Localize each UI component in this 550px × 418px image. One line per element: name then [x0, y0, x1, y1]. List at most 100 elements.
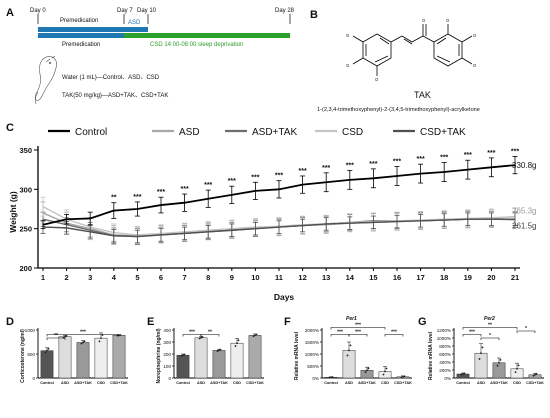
chart-g-data-point	[460, 373, 463, 376]
chart-f-category-label: ASD	[345, 381, 353, 385]
chart-d-data-point	[46, 349, 48, 352]
chart-c-significance-stars: ***	[369, 161, 377, 168]
panel-c-letter: C	[6, 122, 14, 134]
chart-c-end-label: 265.3g	[512, 207, 536, 216]
chart-e-bar-asd-tak	[212, 350, 226, 379]
methoxy-label-1: O	[346, 33, 350, 38]
chart-f-significance-bracket	[330, 327, 386, 330]
chart-d-data-point	[100, 337, 102, 340]
chart-g-data-point	[516, 367, 518, 370]
chart-c-xtick-label: 9	[230, 273, 234, 282]
chart-g-data-point	[534, 373, 536, 376]
chart-g-data-point	[532, 374, 535, 377]
chart-d-significance-bracket	[46, 337, 66, 340]
chart-c-xtick-label: 8	[206, 273, 210, 282]
methoxy-label-4: O	[446, 18, 450, 23]
chart-f-data-point	[346, 354, 349, 357]
chart-g-category-label: Control	[456, 381, 470, 385]
chart-c-legend-label: CSD+TAK	[420, 127, 466, 138]
chart-d-data-point	[80, 342, 83, 345]
chart-f-significance-label: ***	[337, 330, 343, 336]
chart-f-category-label: CSD+TAK	[394, 381, 412, 385]
chart-c-significance-stars: ***	[204, 182, 212, 189]
chart-c-legend-label: Control	[75, 127, 107, 138]
chart-c-significance-stars: ***	[417, 156, 425, 163]
chart-f-data-point	[403, 375, 406, 378]
chart-c-ytick-label: 200	[19, 264, 32, 273]
chart-c-xtick-label: 10	[251, 273, 259, 282]
chart-c-xlabel: Days	[274, 292, 295, 302]
chart-e-significance-bracket	[200, 334, 220, 337]
chart-f-data-point	[402, 375, 404, 378]
chart-c-ytick-label: 300	[19, 185, 32, 194]
methoxy-label-2: O	[346, 63, 350, 68]
chart-e-significance-label: **	[208, 330, 212, 336]
chart-e-data-point	[216, 350, 219, 353]
timeline-row1-premedication: Premedication	[60, 18, 98, 24]
chart-c-xtick-label: 5	[135, 273, 139, 282]
chart-c-significance-stars: ***	[487, 150, 495, 157]
chart-d-ylabel: Corticosterone (ng/ml)	[20, 329, 26, 383]
chart-f-significance-bracket	[384, 334, 404, 337]
chart-d-ytick-label: 500	[27, 352, 35, 357]
chart-c-ytick-label: 350	[19, 146, 32, 155]
chart-f-significance-label: ***	[355, 323, 361, 329]
chart-e-ytick-label: 0	[168, 376, 171, 381]
timeline-asd-bar	[124, 27, 148, 32]
chart-e-category-label: ASD+TAK	[210, 381, 228, 385]
chart-d-category-label: Control	[40, 381, 54, 385]
chart-c-end-label: 330.8g	[512, 161, 536, 170]
chart-e-data-point	[234, 345, 237, 347]
chart-c-xtick-label: 4	[112, 273, 117, 282]
chart-d-data-point	[65, 334, 68, 337]
chart-f-bar-asd	[342, 350, 356, 379]
chart-c-legend-label: ASD	[179, 127, 200, 138]
panel-c: C Control ASD ASD+TAK CSD CSD+TAK Weight (g)…	[6, 122, 536, 302]
chart-c-xtick-label: 18	[440, 273, 448, 282]
chart-f-ytick-label: 1500%	[305, 340, 319, 345]
methoxy-label-3: O	[375, 77, 379, 82]
chart-d-significance-bracket	[46, 334, 120, 337]
chart-g-bar-csd	[510, 368, 524, 379]
chart-e-data-point	[182, 354, 184, 357]
chart-g-significance-label: *	[489, 333, 491, 339]
chart-d-bar-asd-tak	[76, 342, 90, 379]
chart-g-data-point	[496, 364, 499, 367]
structure-atom-labels: O O O O O O O	[346, 18, 477, 82]
chart-c-significance-stars: ***	[464, 152, 472, 159]
chart-g-significance-label: ***	[469, 330, 475, 336]
chart-e-plot: 0 100 200 300 400 Control ASD ASD+TAK CSD CSD+TAK…	[163, 328, 264, 385]
chart-e-bar-csd-tak	[248, 335, 262, 379]
chart-f-significance-label: ***	[391, 330, 397, 336]
chart-f-data-point	[349, 344, 352, 347]
chart-f-gene: Per1	[346, 316, 357, 322]
chart-d-category-label: ASD	[61, 381, 69, 385]
panel-d-letter: D	[6, 316, 14, 328]
chart-d-significance-label: **	[54, 333, 58, 339]
chart-c-xtick-label: 20	[487, 273, 495, 282]
chart-f-ytick-label: 500%	[307, 364, 319, 369]
chart-f-significance-bracket	[348, 334, 368, 337]
chart-d-data-point	[116, 334, 119, 337]
chart-e-significance-label: ***	[189, 330, 195, 336]
panel-a-letter: A	[6, 7, 14, 19]
chart-g-data-point	[480, 352, 482, 355]
chart-d-category-label: ASD+TAK	[74, 381, 92, 385]
chart-f-data-point	[385, 367, 388, 370]
chart-e-category-label: Control	[176, 381, 190, 385]
chart-c-significance-stars: ***	[275, 173, 283, 180]
timeline-csd-bar	[124, 33, 290, 38]
chart-c-ylabel: Weight (g)	[8, 191, 18, 233]
chart-g-significance-label: *	[525, 326, 527, 332]
chart-d-bar-control	[40, 350, 54, 379]
chart-f-ytick-label: 0%	[312, 376, 319, 381]
chart-c-xtick-label: 12	[298, 273, 306, 282]
chart-g-data-point	[478, 358, 481, 360]
chart-e-ytick-label: 300	[163, 340, 171, 345]
chart-f-data-point	[382, 373, 385, 376]
chart-c-xtick-label: 7	[183, 273, 187, 282]
chart-e-ytick-label: 400	[163, 328, 171, 333]
chart-c-significance-stars: ***	[322, 165, 330, 172]
chart-g-significance-bracket	[462, 334, 482, 337]
